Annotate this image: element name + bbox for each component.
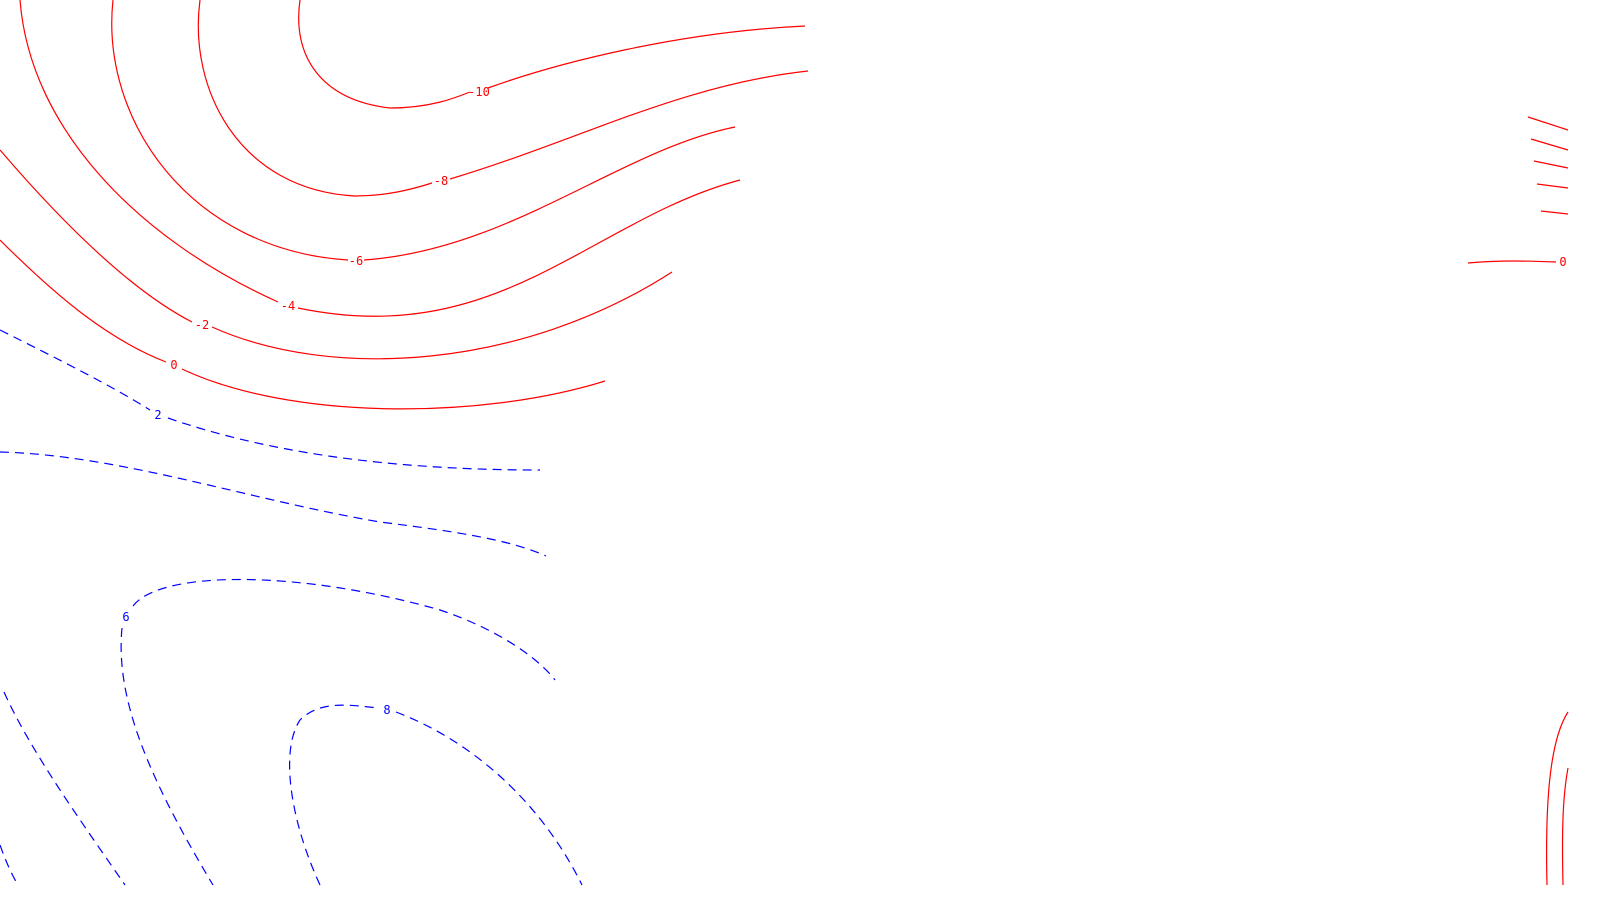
contour-fragment-right-2 [1530, 138, 1569, 151]
contour-line-zero-right [1467, 260, 1557, 264]
contour-line-6-lower-corner [0, 844, 19, 886]
contour-line-6 [120, 578, 556, 886]
contour-line-minus-2 [0, 149, 673, 360]
positive-contours [0, 329, 583, 886]
contour-fragment-right-bottom-1 [1545, 711, 1569, 886]
contour-fragment-right-bottom-2 [1561, 767, 1569, 886]
contour-fragment-right-3 [1533, 160, 1569, 169]
contour-line-minus-4 [19, 0, 741, 317]
contour-fragment-right-5 [1540, 210, 1569, 215]
contour-label-2: 2 [154, 408, 161, 422]
contour-line-8 [288, 704, 583, 886]
contour-fragment-right-4 [1536, 183, 1569, 189]
contour-line-zero [0, 239, 606, 410]
negative-contours [0, 0, 1569, 886]
contour-line-6-lower-left [3, 691, 126, 886]
contour-line-minus-8 [197, 0, 809, 197]
contour-label-8: 8 [383, 703, 390, 717]
contour-line-minus-6 [111, 0, 736, 261]
contour-label-minus-10: -10 [468, 85, 490, 99]
contour-labels: -10 -8 -6 -4 -2 0 2 6 8 0 [122, 85, 1566, 717]
contour-label-6: 6 [122, 610, 129, 624]
contour-label-minus-8: -8 [434, 174, 448, 188]
contour-line-2 [0, 329, 541, 471]
contour-line-minus-10 [298, 0, 806, 109]
contour-label-minus-4: -4 [281, 299, 295, 313]
contour-line-4 [0, 451, 547, 557]
contour-label-minus-2: -2 [195, 318, 209, 332]
contour-fragment-right-1 [1527, 116, 1569, 131]
contour-label-zero-right: 0 [1559, 255, 1566, 269]
contour-label-zero: 0 [170, 358, 177, 372]
contour-label-minus-6: -6 [349, 254, 363, 268]
